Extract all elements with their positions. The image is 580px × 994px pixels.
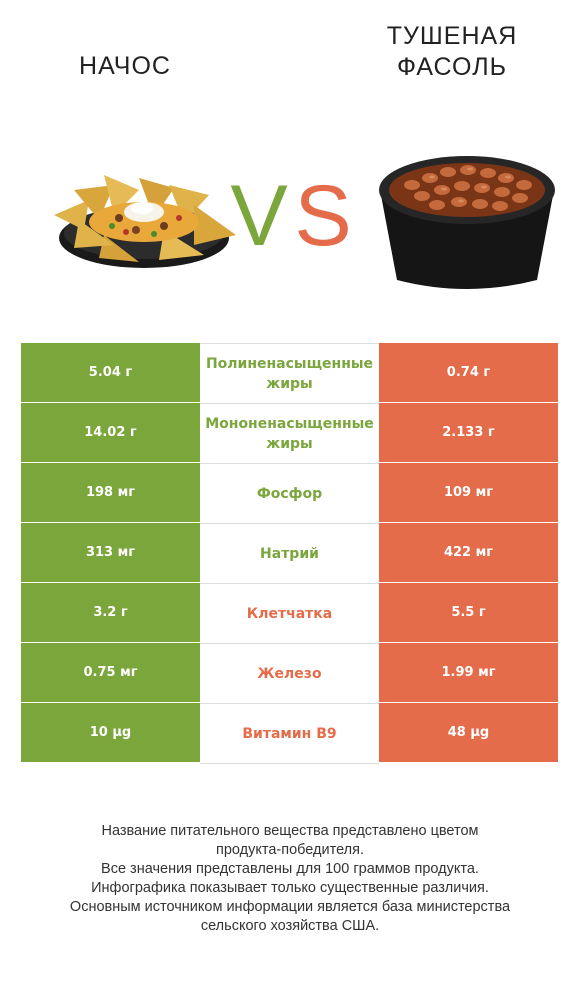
footnote-line-5: Основным источником информации является … — [69, 899, 511, 915]
footnote: Название питательного вещества представл… — [20, 822, 560, 936]
value-left: 5.04 г — [21, 343, 200, 402]
vs-letter-s: S — [294, 168, 351, 260]
nutrient-label: Мононенасыщенные жиры — [200, 403, 379, 463]
vs-letter-v: V — [230, 168, 287, 260]
table-row: 198 мг Фосфор 109 мг — [21, 463, 558, 523]
nutrient-label-line-1: Витамин B9 — [242, 725, 337, 742]
nutrient-label-line-2: жиры — [266, 435, 313, 452]
value-right: 0.74 г — [379, 343, 558, 402]
value-left: 198 мг — [21, 463, 200, 522]
footnote-line-2: продукта-победителя. — [215, 842, 365, 858]
product-left-title-line: НАЧОС — [79, 52, 171, 80]
product-right-title-line-2: ФАСОЛЬ — [396, 53, 508, 81]
nutrient-label: Железо — [200, 643, 379, 703]
table-row: 5.04 г Полиненасыщенные жиры 0.74 г — [21, 343, 558, 403]
nutrient-label-line-1: Клетчатка — [246, 605, 333, 622]
beans-image — [379, 156, 555, 289]
footnote-line-1: Название питательного вещества представл… — [101, 823, 479, 839]
product-right-title: ТУШЕНАЯ ФАСОЛЬ — [337, 21, 567, 83]
nutrient-label: Витамин B9 — [200, 703, 379, 764]
value-left: 10 µg — [21, 703, 200, 762]
product-right-title-line-1: ТУШЕНАЯ — [386, 22, 518, 50]
nutrient-label-line-1: Полиненасыщенные — [205, 355, 374, 372]
value-left: 14.02 г — [21, 403, 200, 462]
nachos-image — [54, 175, 236, 268]
value-right: 5.5 г — [379, 583, 558, 642]
value-right: 1.99 мг — [379, 643, 558, 702]
nutrient-label-line-1: Натрий — [260, 545, 319, 562]
table-row: 313 мг Натрий 422 мг — [21, 523, 558, 583]
value-left: 313 мг — [21, 523, 200, 582]
product-left-title: НАЧОС — [10, 51, 240, 82]
value-left: 0.75 мг — [21, 643, 200, 702]
nutrient-label: Полиненасыщенные жиры — [200, 343, 379, 403]
nutrient-label-line-1: Мононенасыщенные — [205, 415, 374, 432]
footnote-line-4: Инфографика показывает только существенн… — [91, 880, 489, 896]
table-row: 10 µg Витамин B9 48 µg — [21, 703, 558, 764]
vs-logo: V S — [230, 168, 351, 260]
value-right: 109 мг — [379, 463, 558, 522]
nutrient-label: Клетчатка — [200, 583, 379, 643]
footnote-line-3: Все значения представлены для 100 граммо… — [101, 861, 479, 877]
nutrient-label-line-2: жиры — [266, 375, 313, 392]
nutrient-label: Фосфор — [200, 463, 379, 523]
value-right: 422 мг — [379, 523, 558, 582]
value-right: 48 µg — [379, 703, 558, 762]
nutrient-label: Натрий — [200, 523, 379, 583]
nutrient-label-line-1: Фосфор — [256, 485, 323, 502]
value-right: 2.133 г — [379, 403, 558, 462]
table-row: 14.02 г Мононенасыщенные жиры 2.133 г — [21, 403, 558, 463]
nutrient-label-line-1: Железо — [257, 665, 322, 682]
value-left: 3.2 г — [21, 583, 200, 642]
table-row: 0.75 мг Железо 1.99 мг — [21, 643, 558, 703]
footnote-line-6: сельского хозяйства США. — [200, 918, 380, 934]
table-row: 3.2 г Клетчатка 5.5 г — [21, 583, 558, 643]
